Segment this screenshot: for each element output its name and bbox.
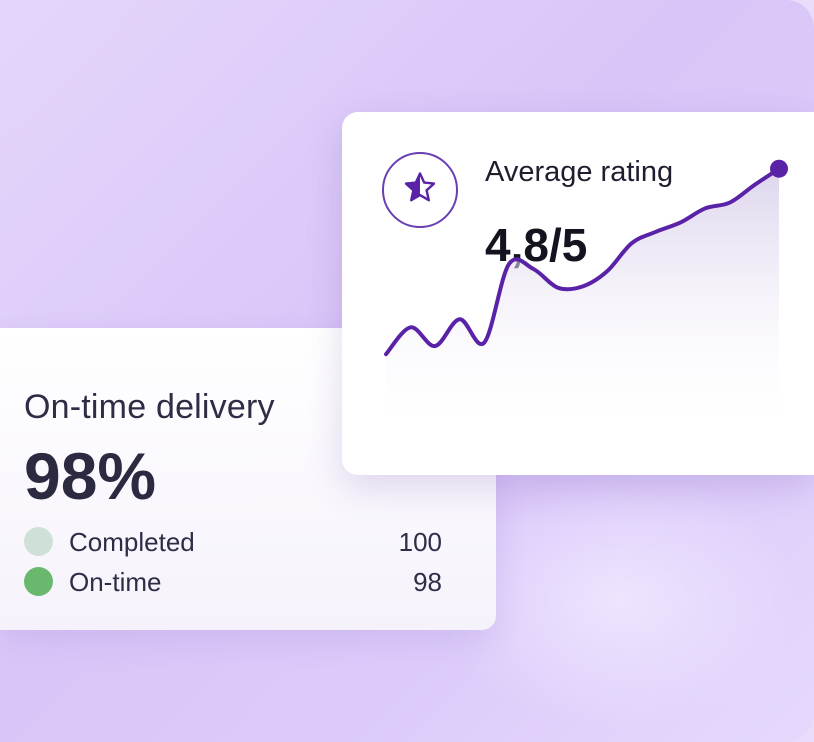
delivery-percentage: 98% (24, 439, 157, 513)
rating-trend-line (384, 166, 781, 357)
legend-row-on-time: On-time 98 (24, 566, 442, 597)
background-glow (440, 470, 800, 730)
rating-title: Average rating (485, 156, 674, 188)
legend-row-completed: Completed 100 (24, 526, 442, 557)
average-rating-card: Average rating 4,8/5 (342, 112, 814, 475)
rating-value: 4,8/5 (485, 219, 588, 271)
rating-end-point (770, 159, 788, 178)
delivery-title: On-time delivery (24, 388, 275, 426)
legend-value-completed: 100 (398, 527, 442, 557)
star-icon (402, 170, 438, 211)
on-time-dot-icon (24, 567, 53, 596)
rating-trend-chart (384, 159, 788, 442)
legend-label-completed: Completed (69, 527, 195, 557)
star-badge (382, 152, 458, 228)
on-time-delivery-card: On-time delivery 98% Completed 100 On-ti… (0, 328, 496, 630)
legend-value-on-time: 98 (413, 567, 442, 597)
legend-label-on-time: On-time (69, 567, 162, 597)
rating-area-fill (386, 168, 779, 442)
completed-dot-icon (24, 527, 53, 556)
